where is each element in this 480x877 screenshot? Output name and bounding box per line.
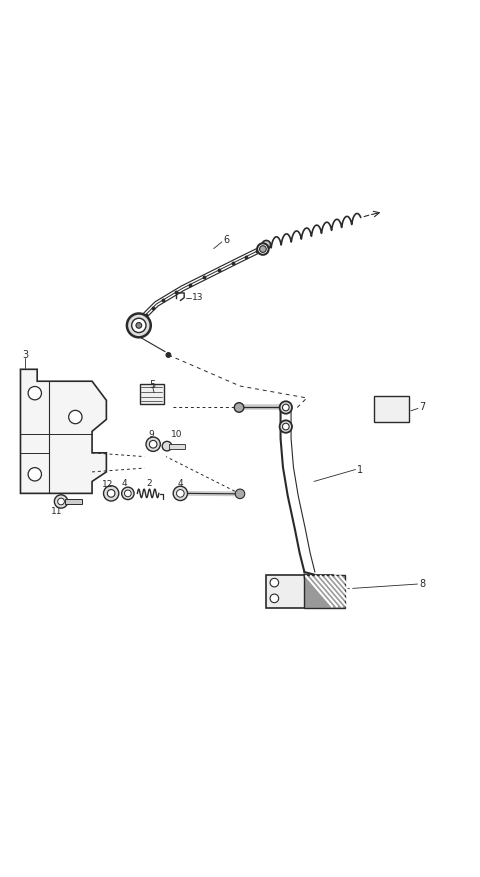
Polygon shape	[304, 574, 345, 608]
Circle shape	[108, 489, 115, 497]
Polygon shape	[21, 369, 107, 494]
Circle shape	[234, 403, 244, 412]
Circle shape	[124, 490, 131, 496]
Circle shape	[28, 387, 41, 400]
Circle shape	[235, 489, 245, 499]
Circle shape	[28, 467, 41, 481]
Circle shape	[146, 437, 160, 452]
Circle shape	[132, 318, 146, 332]
Text: 3: 3	[22, 350, 28, 360]
Circle shape	[257, 243, 269, 255]
Text: 5: 5	[150, 380, 156, 390]
Bar	[373, 396, 409, 422]
Polygon shape	[266, 574, 333, 608]
Circle shape	[282, 404, 289, 410]
Circle shape	[262, 240, 271, 249]
Circle shape	[136, 323, 142, 328]
Text: 11: 11	[50, 507, 62, 516]
Bar	[140, 384, 164, 404]
Circle shape	[282, 424, 289, 430]
Circle shape	[162, 441, 172, 451]
Text: 6: 6	[223, 235, 229, 246]
Circle shape	[260, 246, 266, 253]
Circle shape	[173, 486, 188, 501]
Circle shape	[280, 402, 292, 414]
Circle shape	[270, 594, 279, 602]
Text: 9: 9	[148, 431, 154, 439]
Circle shape	[127, 313, 151, 338]
Circle shape	[177, 489, 184, 497]
Circle shape	[280, 420, 292, 432]
Text: 12: 12	[102, 480, 113, 488]
Circle shape	[69, 410, 82, 424]
Text: 4: 4	[122, 480, 127, 488]
Circle shape	[121, 488, 134, 500]
Bar	[169, 444, 185, 448]
Bar	[65, 499, 82, 504]
Circle shape	[104, 486, 119, 501]
Circle shape	[54, 495, 68, 508]
Circle shape	[58, 498, 64, 505]
Text: 7: 7	[419, 403, 425, 412]
Text: 4: 4	[178, 480, 183, 488]
Circle shape	[270, 578, 279, 587]
Text: 10: 10	[171, 431, 182, 439]
Text: 2: 2	[146, 480, 152, 488]
Circle shape	[149, 440, 157, 448]
Circle shape	[166, 353, 171, 357]
Text: 1: 1	[357, 465, 363, 474]
Text: 8: 8	[419, 579, 425, 589]
Text: 13: 13	[192, 293, 204, 303]
